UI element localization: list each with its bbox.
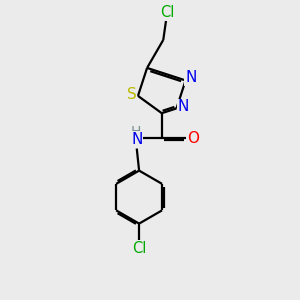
Text: O: O — [187, 131, 199, 146]
Text: N: N — [131, 132, 142, 147]
Text: N: N — [185, 70, 196, 85]
Text: N: N — [177, 99, 189, 114]
Text: H: H — [131, 125, 141, 139]
Text: Cl: Cl — [160, 5, 175, 20]
Text: Cl: Cl — [132, 241, 146, 256]
Text: S: S — [127, 87, 136, 102]
